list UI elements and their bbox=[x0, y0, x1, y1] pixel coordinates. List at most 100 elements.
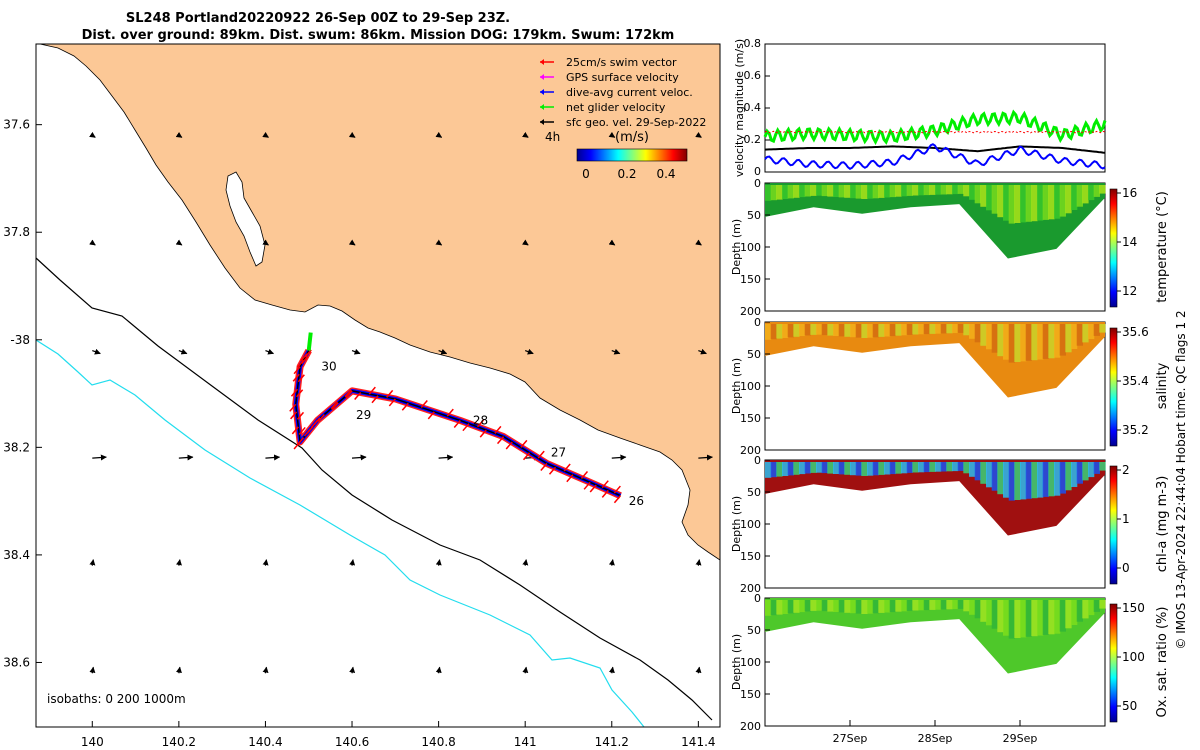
geo-velocity-arrow bbox=[438, 454, 454, 461]
velocity-axes bbox=[764, 43, 1106, 173]
section-cell bbox=[1093, 185, 1100, 197]
section-cell bbox=[969, 462, 976, 477]
section-ytick-label: 50 bbox=[747, 209, 761, 222]
section-cell bbox=[770, 324, 777, 340]
swim-vector bbox=[537, 450, 545, 459]
swim-vector bbox=[306, 425, 314, 434]
section-ytick-label: 0 bbox=[754, 177, 761, 190]
section-cell bbox=[1076, 185, 1083, 207]
time-tick-label: 27Sep bbox=[833, 732, 868, 745]
section-cell bbox=[1054, 462, 1061, 496]
section-cell bbox=[1059, 600, 1066, 632]
section-ytick-label: 0 bbox=[754, 592, 761, 605]
map-ytick-label: 38.4 bbox=[3, 548, 30, 562]
section-cell bbox=[861, 462, 868, 476]
swim-vector bbox=[540, 462, 548, 471]
map-ytick-label: 38.2 bbox=[3, 440, 30, 454]
section-cell bbox=[906, 185, 913, 196]
section-cell bbox=[1025, 324, 1032, 361]
section-cell bbox=[838, 600, 845, 613]
section-cell bbox=[1037, 185, 1044, 221]
section-cell bbox=[935, 600, 942, 610]
geo-velocity-arrow bbox=[608, 131, 616, 138]
section-ytick-label: 200 bbox=[740, 582, 761, 595]
chart-title-line2: Dist. over ground: 89km. Dist. swum: 86k… bbox=[82, 28, 675, 43]
section-cell bbox=[1054, 600, 1061, 634]
section-cell bbox=[816, 185, 823, 196]
section-cell bbox=[974, 324, 981, 343]
geo-velocity-arrow bbox=[522, 559, 529, 566]
geo-velocity-arrow bbox=[92, 348, 101, 355]
section-ytick-label: 0 bbox=[754, 454, 761, 467]
land-mass bbox=[36, 44, 720, 561]
section-cell bbox=[799, 185, 806, 198]
section-cell bbox=[782, 462, 789, 476]
section-cell bbox=[980, 462, 987, 484]
swim-vector bbox=[589, 484, 597, 493]
section-cell bbox=[991, 462, 998, 491]
geo-velocity-arrow bbox=[522, 131, 529, 138]
section-cell bbox=[833, 462, 840, 474]
section-cell bbox=[844, 185, 851, 198]
geo-velocity-arrow bbox=[438, 348, 448, 355]
section-cell bbox=[1020, 324, 1027, 362]
swim-vector bbox=[317, 414, 325, 423]
section-ylabel: Depth (m) bbox=[730, 496, 743, 552]
section-cell bbox=[1014, 324, 1021, 362]
section-panel-3: 0 50 100 150 200 Depth (m) 50 100 150 Ox. sat. ra… bbox=[730, 592, 1170, 733]
section-cell bbox=[912, 185, 919, 196]
cbar-tick-label: 0 bbox=[1122, 561, 1130, 575]
section-cell bbox=[855, 324, 862, 338]
section-cell bbox=[765, 324, 772, 340]
colorbar-title: (m/s) bbox=[615, 130, 649, 145]
geo-velocity-arrow bbox=[92, 454, 107, 461]
swim-vector bbox=[601, 480, 609, 489]
swim-vector bbox=[368, 386, 376, 395]
cbar-label: Ox. sat. ratio (%) bbox=[1155, 607, 1170, 718]
section-cell bbox=[906, 324, 913, 335]
section-cell bbox=[1082, 324, 1089, 343]
swim-vector bbox=[427, 411, 435, 420]
section-cell bbox=[974, 462, 981, 481]
section-cell bbox=[1020, 600, 1027, 638]
cbar-tick-label: 14 bbox=[1122, 235, 1137, 249]
day-label: 29 bbox=[356, 408, 371, 422]
glider-track bbox=[289, 332, 622, 504]
section-ylabel: Depth (m) bbox=[730, 358, 743, 414]
swim-vector bbox=[313, 417, 321, 426]
section-cell bbox=[787, 600, 794, 614]
cbar-tick-label: 35.6 bbox=[1122, 325, 1149, 339]
section-cell bbox=[940, 600, 947, 610]
map-xtick-label: 141.4 bbox=[681, 735, 715, 749]
section-cell bbox=[867, 185, 874, 199]
section-cell bbox=[821, 462, 828, 474]
section-cell bbox=[810, 462, 817, 473]
cbar-label: salinity bbox=[1155, 362, 1170, 409]
section-cell bbox=[957, 324, 964, 333]
cbar-tick-label: 12 bbox=[1122, 284, 1137, 298]
section-cell bbox=[1059, 185, 1066, 217]
swim-vector bbox=[296, 359, 305, 368]
velocity-series bbox=[763, 109, 1107, 170]
swim-vector bbox=[290, 388, 299, 397]
section-cell bbox=[1054, 324, 1061, 358]
section-cell bbox=[1088, 600, 1095, 616]
credit-line: © IMOS 13-Apr-2024 22:44:04 Hobart time.… bbox=[1174, 310, 1188, 649]
geo-velocity-arrow bbox=[262, 239, 269, 246]
section-cell bbox=[1048, 185, 1055, 220]
section-cell bbox=[980, 600, 987, 622]
section-ytick-label: 150 bbox=[740, 688, 761, 701]
section-cell bbox=[969, 600, 976, 615]
section-cell bbox=[940, 185, 947, 195]
section-cell bbox=[776, 600, 783, 615]
section-cell bbox=[867, 324, 874, 338]
vel-ytick-label: 0.2 bbox=[744, 133, 762, 146]
section-ytick-label: 50 bbox=[747, 624, 761, 637]
section-cell bbox=[957, 185, 964, 194]
day-label: 28 bbox=[473, 413, 488, 427]
section-cell bbox=[799, 462, 806, 475]
section-cell bbox=[1020, 462, 1027, 500]
section-cell bbox=[1031, 600, 1038, 637]
section-cell bbox=[997, 324, 1004, 357]
section-cell bbox=[1088, 185, 1095, 201]
